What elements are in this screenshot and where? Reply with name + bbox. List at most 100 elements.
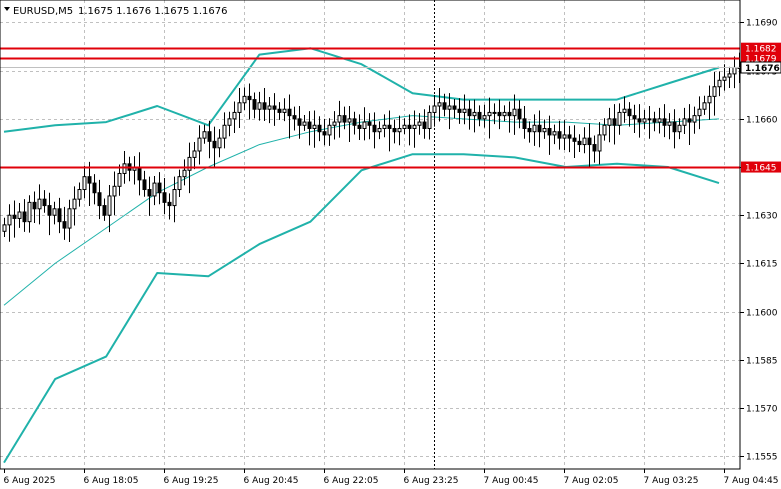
candle: [347, 106, 352, 142]
candle: [397, 115, 402, 146]
candle-body: [647, 118, 652, 121]
candle: [127, 156, 132, 182]
candle: [562, 120, 567, 150]
candle: [452, 98, 457, 119]
candle-body: [727, 73, 732, 78]
candle-body: [327, 124, 332, 136]
candle: [352, 111, 357, 135]
candle-body: [252, 99, 257, 110]
candle-body: [612, 118, 617, 126]
candle-body: [182, 169, 187, 178]
candle-body: [542, 127, 547, 133]
candle-body: [692, 115, 697, 123]
candle-body: [297, 118, 302, 126]
candle-body: [357, 124, 362, 129]
candle-body: [377, 127, 382, 133]
candle-body: [22, 211, 27, 223]
candle-body: [312, 124, 317, 129]
candle: [517, 100, 522, 129]
candle: [157, 172, 162, 205]
candle: [592, 135, 597, 163]
candle: [662, 104, 667, 138]
candle: [97, 179, 102, 220]
candle: [652, 111, 657, 132]
candle: [102, 198, 107, 221]
candle-body: [702, 102, 707, 110]
x-tick-label: 7 Aug 00:45: [484, 476, 539, 486]
y-tick-label: 1.1690: [746, 19, 778, 29]
candle: [547, 115, 552, 155]
candle: [642, 109, 647, 130]
candle: [682, 107, 687, 135]
candle: [602, 118, 607, 141]
candle: [192, 141, 197, 170]
candle: [447, 93, 452, 130]
candle: [412, 110, 417, 148]
y-tick-label: 1.1585: [746, 357, 778, 367]
candle: [327, 118, 332, 146]
candle-body: [202, 131, 207, 139]
candle-body: [567, 134, 572, 139]
x-tick-label: 6 Aug 20:45: [244, 476, 299, 486]
candle: [227, 111, 232, 137]
candle-body: [632, 115, 637, 120]
candle: [362, 107, 367, 141]
candle-body: [417, 121, 422, 126]
candle: [532, 114, 537, 146]
candle-body: [587, 137, 592, 146]
candle-body: [502, 111, 507, 117]
candle: [317, 116, 322, 142]
candle: [272, 93, 277, 126]
candle: [497, 99, 502, 130]
candle-body: [47, 205, 52, 216]
candle-body: [222, 124, 227, 139]
candle: [437, 88, 442, 122]
candle: [472, 99, 477, 133]
candle: [32, 191, 37, 223]
candle: [587, 123, 592, 168]
candle: [257, 91, 262, 121]
candle: [27, 195, 32, 233]
candle-body: [562, 134, 567, 139]
candle: [567, 125, 572, 153]
candle-body: [152, 182, 157, 197]
candle-body: [642, 118, 647, 123]
candle: [427, 105, 432, 140]
candle: [692, 106, 697, 134]
candle-body: [282, 108, 287, 113]
candle-body: [517, 108, 522, 120]
candle-body: [462, 108, 467, 113]
candle-body: [732, 66, 737, 75]
candle-body: [32, 201, 37, 210]
level-tag: 1.1682: [741, 42, 781, 55]
candle: [647, 106, 652, 139]
y-tick-label: 1.1660: [746, 116, 778, 126]
candle-body: [657, 118, 662, 123]
candle: [147, 176, 152, 216]
candle: [382, 114, 387, 138]
candle-body: [267, 105, 272, 110]
triangle-down-icon[interactable]: [4, 7, 10, 11]
candle-body: [437, 102, 442, 107]
candle-body: [512, 108, 517, 117]
candle-body: [92, 182, 97, 194]
candle: [37, 184, 42, 225]
level-tag-label: 1.1645: [745, 164, 777, 174]
candle: [202, 124, 207, 144]
candle-body: [232, 111, 237, 120]
candle: [167, 193, 172, 220]
candle: [632, 104, 637, 134]
candle-body: [412, 124, 417, 129]
candle-body: [487, 111, 492, 117]
candle-body: [592, 144, 597, 152]
candle-body: [447, 105, 452, 110]
current-price-tag-box: [740, 61, 781, 74]
candle-body: [652, 118, 657, 123]
symbol-name: EURUSD,M5: [13, 6, 73, 17]
symbol-header: EURUSD,M5 1.1675 1.1676 1.1675 1.1676: [4, 6, 228, 17]
candle-body: [707, 95, 712, 104]
candle: [132, 156, 137, 185]
candle: [417, 113, 422, 135]
